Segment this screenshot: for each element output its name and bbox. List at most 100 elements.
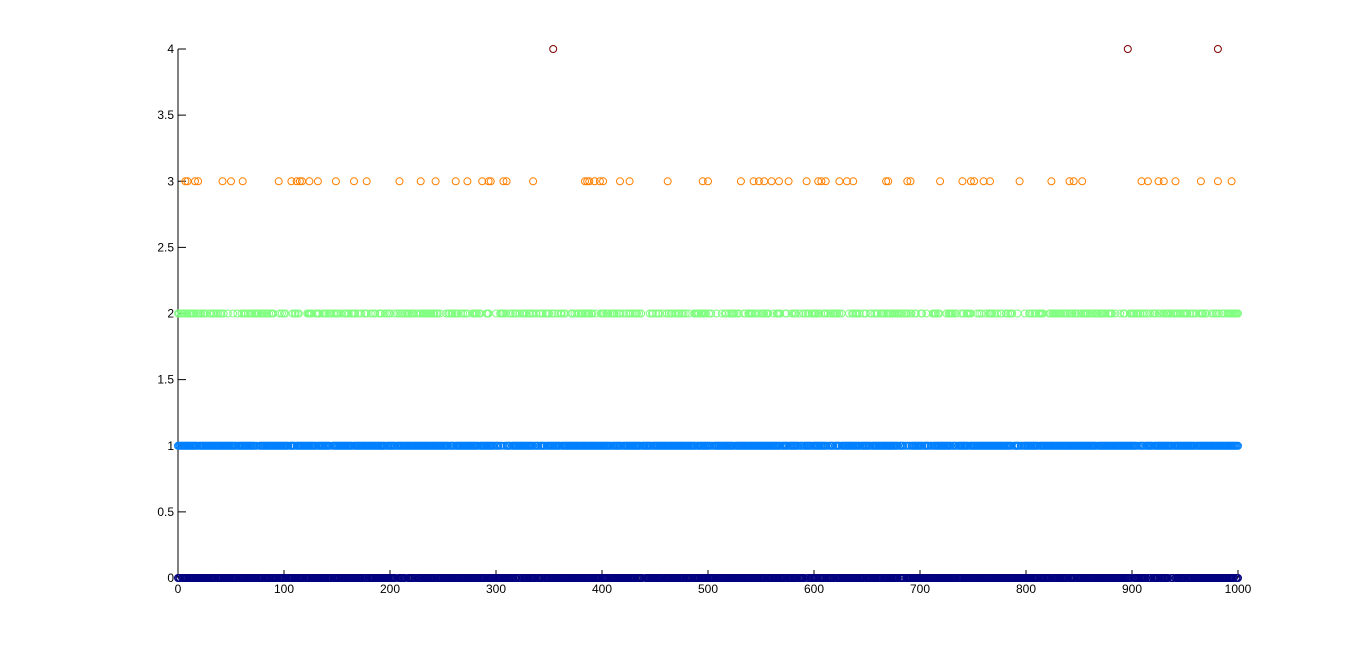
point-y2 [873,309,882,318]
point-y2 [291,309,300,318]
point-y3 [767,177,776,186]
point-y3 [1159,177,1168,186]
y-tick-label: 2 [167,307,174,321]
point-y2 [229,309,238,318]
point-y2 [1234,309,1242,318]
point-y2 [1077,309,1086,318]
point-y2 [849,309,858,318]
point-y2 [214,309,223,318]
point-y3 [749,177,758,186]
point-y2 [648,309,657,318]
point-y2 [371,309,380,318]
y-tick-label: 4 [167,42,174,56]
point-y2 [730,309,739,318]
point-y2 [861,309,870,318]
point-y2 [275,309,284,318]
point-y2 [183,309,192,318]
point-y2 [433,309,442,318]
point-y2 [966,309,975,318]
point-y2 [776,309,785,318]
point-y2 [973,309,982,318]
point-y2 [1146,309,1154,318]
point-y2 [610,309,619,318]
point-y2 [662,309,671,318]
point-y2 [997,309,1006,318]
point-y3 [362,177,371,186]
point-y3 [431,177,440,186]
point-y2 [1136,309,1145,318]
point-y3 [1137,177,1146,186]
point-y2 [217,309,226,318]
point-y2 [532,309,541,318]
point-y1 [899,441,907,450]
point-y3 [305,177,314,186]
point-y2 [1026,309,1035,318]
point-y3 [970,177,979,186]
point-y2 [509,309,517,318]
point-y2 [612,309,621,318]
point-y2 [588,309,597,318]
point-y2 [1101,309,1110,318]
point-y1 [534,441,543,450]
point-y3 [486,177,495,186]
point-y3 [906,177,915,186]
point-y2 [430,309,439,318]
point-y4 [1123,45,1132,53]
point-y4 [549,45,558,53]
point-y2 [1183,309,1192,318]
point-y2 [1176,309,1185,318]
point-y3 [817,177,826,186]
point-y3 [903,177,912,186]
point-y3 [704,177,712,186]
point-y3 [181,177,190,186]
point-y3 [295,177,304,186]
point-y3 [849,177,858,186]
point-y3 [274,177,283,186]
point-y2 [1214,309,1223,318]
point-y2 [1199,309,1207,318]
point-y2 [277,309,286,318]
point-y3 [986,177,994,186]
point-y3 [835,177,844,186]
point-y2 [835,309,844,318]
point-y2 [658,309,667,318]
point-y3 [529,177,538,186]
point-y2 [1130,309,1139,318]
point-y2 [1001,309,1010,318]
x-tick-label: 100 [274,582,294,596]
point-y1 [284,441,293,450]
point-y2 [748,309,757,318]
point-y2 [557,309,566,318]
point-y0 [1234,574,1242,582]
point-y3 [1196,177,1205,186]
point-y2 [366,309,375,318]
point-y3 [802,177,811,186]
point-y3 [625,177,634,186]
point-y2 [948,309,957,318]
point-y2 [435,309,444,318]
point-y2 [506,309,515,318]
point-y2 [867,309,876,318]
point-y3 [416,177,425,186]
point-y2 [760,309,769,318]
point-y1 [1234,441,1242,450]
point-y2 [219,309,228,318]
point-y2 [1209,309,1218,318]
point-y3 [581,177,589,186]
point-y2 [988,309,997,318]
point-y3 [292,177,301,186]
point-y2 [380,309,389,318]
point-y3 [1213,177,1222,186]
point-y0 [1229,574,1238,582]
point-y2 [679,309,688,318]
point-y3 [191,177,199,186]
point-y4 [1213,45,1222,53]
point-y2 [357,309,366,318]
point-y3 [842,177,851,186]
x-tick-label: 900 [1122,582,1142,596]
point-y2 [585,309,594,318]
point-y2 [525,309,534,318]
point-y3 [784,177,793,186]
point-y2 [975,309,984,318]
point-y3 [218,177,227,186]
